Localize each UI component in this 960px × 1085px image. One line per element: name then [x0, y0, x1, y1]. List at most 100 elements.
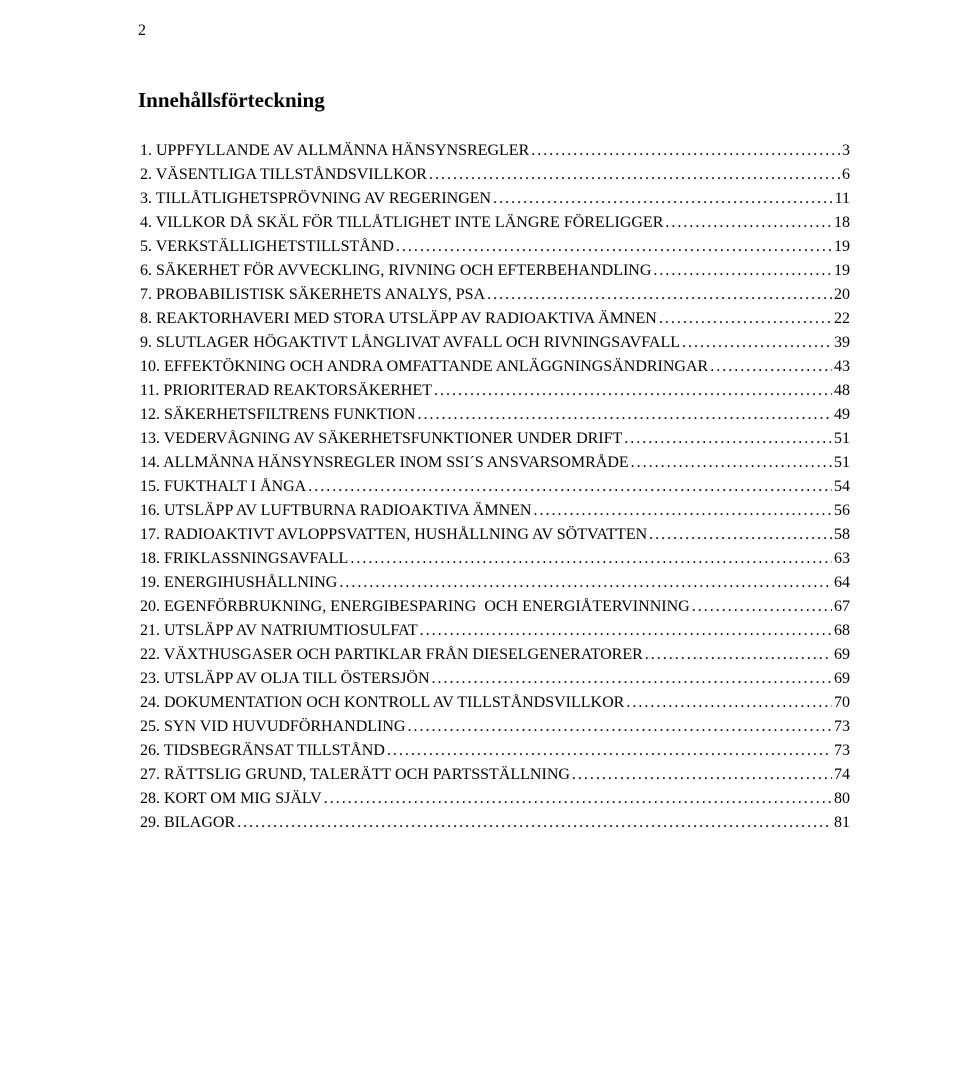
toc-item-page: 70: [832, 691, 850, 715]
toc-item-label: 6. SÄKERHET FÖR AVVECKLING, RIVNING OCH …: [140, 259, 651, 283]
toc-leader-dots: [430, 667, 832, 691]
toc-item-label: 8. REAKTORHAVERI MED STORA UTSLÄPP AV RA…: [140, 307, 657, 331]
toc-item-page: 43: [832, 355, 850, 379]
toc-item: 22. VÄXTHUSGASER OCH PARTIKLAR FRÅN DIES…: [140, 643, 850, 667]
toc-item-page: 54: [832, 475, 850, 499]
toc-title: Innehållsförteckning: [138, 88, 850, 113]
toc-leader-dots: [322, 787, 832, 811]
toc-leader-dots: [570, 763, 832, 787]
toc-leader-dots: [235, 811, 832, 835]
toc-item: 6. SÄKERHET FÖR AVVECKLING, RIVNING OCH …: [140, 259, 850, 283]
toc-item-page: 68: [832, 619, 850, 643]
toc-leader-dots: [629, 451, 832, 475]
toc-item-label: 13. VEDERVÅGNING AV SÄKERHETSFUNKTIONER …: [140, 427, 622, 451]
toc-item-page: 67: [832, 595, 850, 619]
toc-item: 28. KORT OM MIG SJÄLV 80: [140, 787, 850, 811]
toc-item-page: 51: [832, 427, 850, 451]
toc-leader-dots: [529, 139, 840, 163]
toc-item: 14. ALLMÄNNA HÄNSYNSREGLER INOM SSI´S AN…: [140, 451, 850, 475]
toc-item-page: 11: [833, 187, 850, 211]
toc-item: 25. SYN VID HUVUDFÖRHANDLING 73: [140, 715, 850, 739]
toc-item-page: 6: [840, 163, 850, 187]
toc-item-label: 4. VILLKOR DÅ SKÄL FÖR TILLÅTLIGHET INTE…: [140, 211, 663, 235]
toc-item: 19. ENERGIHUSHÅLLNING 64: [140, 571, 850, 595]
toc-leader-dots: [624, 691, 832, 715]
toc-leader-dots: [491, 187, 832, 211]
toc-item-label: 7. PROBABILISTISK SÄKERHETS ANALYS, PSA: [140, 283, 485, 307]
toc-item-label: 2. VÄSENTLIGA TILLSTÅNDSVILLKOR: [140, 163, 427, 187]
toc-item-page: 19: [832, 235, 850, 259]
toc-leader-dots: [647, 523, 832, 547]
toc-item-page: 49: [832, 403, 850, 427]
toc-item: 20. EGENFÖRBRUKNING, ENERGIBESPARING OCH…: [140, 595, 850, 619]
toc-item-page: 39: [832, 331, 850, 355]
toc-item: 12. SÄKERHETSFILTRENS FUNKTION49: [140, 403, 850, 427]
toc-item-page: 20: [832, 283, 850, 307]
toc-item-page: 22: [832, 307, 850, 331]
toc-item-label: 11. PRIORITERAD REAKTORSÄKERHET: [140, 379, 432, 403]
toc-item-page: 63: [832, 547, 850, 571]
toc-leader-dots: [708, 355, 832, 379]
toc-item: 18. FRIKLASSNINGSAVFALL 63: [140, 547, 850, 571]
toc-item: 15. FUKTHALT I ÅNGA54: [140, 475, 850, 499]
toc-leader-dots: [427, 163, 840, 187]
toc-item-label: 28. KORT OM MIG SJÄLV: [140, 787, 322, 811]
toc-item-label: 16. UTSLÄPP AV LUFTBURNA RADIOAKTIVA ÄMN…: [140, 499, 531, 523]
toc-item-page: 64: [832, 571, 850, 595]
toc-item-label: 27. RÄTTSLIG GRUND, TALERÄTT OCH PARTSST…: [140, 763, 570, 787]
toc-item-label: 26. TIDSBEGRÄNSAT TILLSTÅND: [140, 739, 385, 763]
toc-leader-dots: [680, 331, 832, 355]
toc-item-label: 17. RADIOAKTIVT AVLOPPSVATTEN, HUSHÅLLNI…: [140, 523, 647, 547]
toc-item-page: 69: [832, 643, 850, 667]
toc-item-label: 19. ENERGIHUSHÅLLNING: [140, 571, 337, 595]
toc-item-page: 74: [832, 763, 850, 787]
toc-item-label: 25. SYN VID HUVUDFÖRHANDLING: [140, 715, 405, 739]
toc-item-label: 1. UPPFYLLANDE AV ALLMÄNNA HÄNSYNSREGLER: [140, 139, 529, 163]
toc-item-page: 3: [840, 139, 850, 163]
toc-item: 4. VILLKOR DÅ SKÄL FÖR TILLÅTLIGHET INTE…: [140, 211, 850, 235]
toc-item-page: 19: [832, 259, 850, 283]
page-number: 2: [138, 22, 850, 40]
toc-item-label: 29. BILAGOR: [140, 811, 235, 835]
toc-item-label: 22. VÄXTHUSGASER OCH PARTIKLAR FRÅN DIES…: [140, 643, 643, 667]
toc-item: 29. BILAGOR 81: [140, 811, 850, 835]
toc-item-page: 56: [832, 499, 850, 523]
toc-leader-dots: [485, 283, 832, 307]
toc-item-label: 14. ALLMÄNNA HÄNSYNSREGLER INOM SSI´S AN…: [140, 451, 629, 475]
toc-item: 17. RADIOAKTIVT AVLOPPSVATTEN, HUSHÅLLNI…: [140, 523, 850, 547]
toc-item-page: 69: [832, 667, 850, 691]
toc-list: 1. UPPFYLLANDE AV ALLMÄNNA HÄNSYNSREGLER…: [140, 139, 850, 835]
toc-item: 16. UTSLÄPP AV LUFTBURNA RADIOAKTIVA ÄMN…: [140, 499, 850, 523]
toc-leader-dots: [643, 643, 832, 667]
toc-leader-dots: [690, 595, 832, 619]
toc-item-page: 81: [832, 811, 850, 835]
toc-item: 11. PRIORITERAD REAKTORSÄKERHET 48: [140, 379, 850, 403]
toc-leader-dots: [385, 739, 832, 763]
toc-item-label: 3. TILLÅTLIGHETSPRÖVNING AV REGERINGEN: [140, 187, 491, 211]
toc-item-page: 73: [832, 715, 850, 739]
toc-leader-dots: [432, 379, 832, 403]
toc-item-page: 73: [832, 739, 850, 763]
toc-item-label: 5. VERKSTÄLLIGHETSTILLSTÅND: [140, 235, 394, 259]
toc-item-label: 21. UTSLÄPP AV NATRIUMTIOSULFAT: [140, 619, 418, 643]
toc-leader-dots: [405, 715, 832, 739]
toc-item: 2. VÄSENTLIGA TILLSTÅNDSVILLKOR 6: [140, 163, 850, 187]
toc-item-page: 80: [832, 787, 850, 811]
toc-item-page: 48: [832, 379, 850, 403]
toc-leader-dots: [337, 571, 832, 595]
toc-item-label: 18. FRIKLASSNINGSAVFALL: [140, 547, 348, 571]
toc-item: 7. PROBABILISTISK SÄKERHETS ANALYS, PSA 2…: [140, 283, 850, 307]
toc-item-page: 58: [832, 523, 850, 547]
toc-item: 5. VERKSTÄLLIGHETSTILLSTÅND 19: [140, 235, 850, 259]
toc-leader-dots: [663, 211, 832, 235]
toc-item: 26. TIDSBEGRÄNSAT TILLSTÅND 73: [140, 739, 850, 763]
toc-leader-dots: [651, 259, 832, 283]
toc-leader-dots: [306, 475, 832, 499]
toc-item: 8. REAKTORHAVERI MED STORA UTSLÄPP AV RA…: [140, 307, 850, 331]
toc-leader-dots: [622, 427, 832, 451]
toc-item-label: 20. EGENFÖRBRUKNING, ENERGIBESPARING OCH…: [140, 595, 690, 619]
toc-item: 1. UPPFYLLANDE AV ALLMÄNNA HÄNSYNSREGLER…: [140, 139, 850, 163]
toc-item: 23. UTSLÄPP AV OLJA TILL ÖSTERSJÖN69: [140, 667, 850, 691]
toc-item: 21. UTSLÄPP AV NATRIUMTIOSULFAT 68: [140, 619, 850, 643]
toc-item-label: 9. SLUTLAGER HÖGAKTIVT LÅNGLIVAT AVFALL …: [140, 331, 680, 355]
